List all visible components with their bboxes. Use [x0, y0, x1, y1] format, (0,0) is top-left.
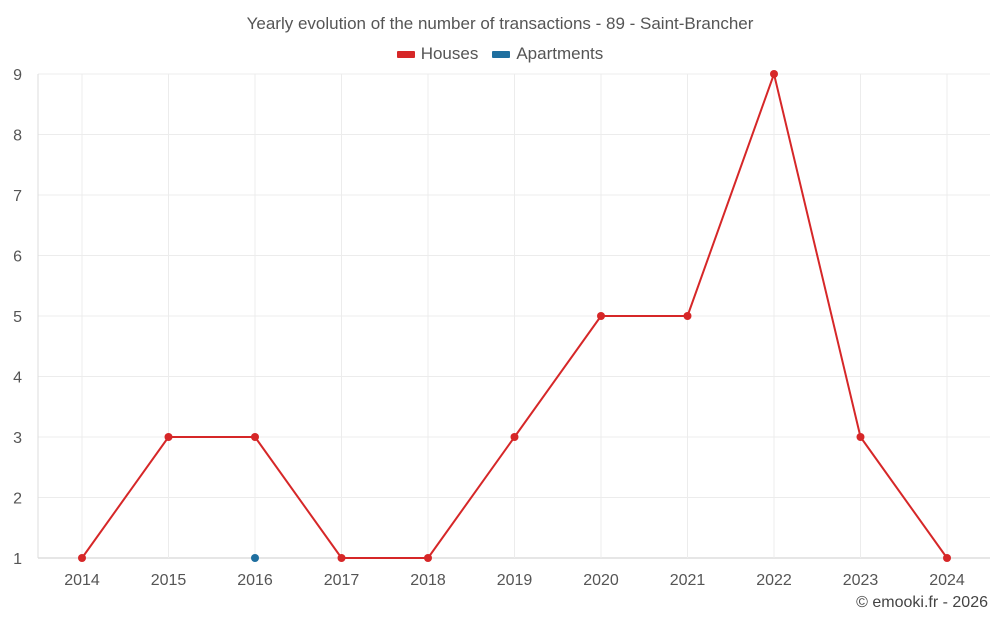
credit-text: © emooki.fr - 2026	[856, 594, 988, 611]
legend-item-houses[interactable]: Houses	[396, 44, 479, 64]
x-tick-label: 2016	[237, 572, 273, 589]
series-houses	[78, 70, 951, 562]
y-tick-label: 6	[13, 249, 22, 266]
x-tick-label: 2020	[583, 572, 619, 589]
data-point-houses	[424, 554, 432, 562]
data-point-houses	[856, 433, 865, 441]
y-tick-label: 5	[13, 309, 22, 326]
y-tick-label: 2	[13, 491, 22, 508]
data-point-apartments	[251, 554, 259, 562]
data-point-houses	[770, 70, 778, 78]
x-tick-label: 2024	[929, 572, 965, 589]
series-layer	[78, 70, 951, 562]
grid	[37, 73, 990, 559]
y-tick-label: 7	[13, 188, 22, 205]
chart-title: Yearly evolution of the number of transa…	[246, 14, 754, 33]
y-tick-label: 1	[13, 551, 22, 568]
x-tick-label: 2018	[410, 572, 446, 589]
legend-label-houses: Houses	[420, 44, 479, 63]
x-tick-label: 2021	[670, 572, 706, 589]
data-point-houses	[943, 554, 951, 562]
data-point-houses	[510, 433, 519, 441]
x-tick-label: 2014	[64, 572, 100, 589]
x-tick-label: 2017	[324, 572, 360, 589]
data-point-houses	[683, 312, 692, 320]
legend-swatch-apartments	[492, 50, 511, 58]
x-tick-label: 2022	[756, 572, 792, 589]
y-tick-label: 4	[13, 370, 22, 387]
y-axis: 1 2 3 4 5 6 7 8 9	[13, 67, 22, 568]
legend: Houses Apartments	[0, 44, 1000, 64]
legend-swatch-houses	[396, 50, 415, 58]
x-axis: 2014 2015 2016 2017 2018 2019 2020 2021 2022 2023…	[64, 572, 965, 589]
series-apartments	[251, 554, 259, 562]
y-tick-label: 3	[13, 430, 22, 447]
data-point-houses	[164, 433, 173, 441]
legend-item-apartments[interactable]: Apartments	[492, 44, 603, 64]
x-tick-label: 2023	[843, 572, 879, 589]
legend-label-apartments: Apartments	[516, 44, 604, 63]
data-point-houses	[597, 312, 605, 320]
y-tick-label: 9	[13, 67, 22, 84]
y-tick-label: 8	[13, 128, 22, 145]
data-point-houses	[78, 554, 86, 562]
data-point-houses	[337, 554, 346, 562]
x-tick-label: 2015	[151, 572, 187, 589]
data-point-houses	[251, 433, 259, 441]
x-tick-label: 2019	[497, 572, 533, 589]
